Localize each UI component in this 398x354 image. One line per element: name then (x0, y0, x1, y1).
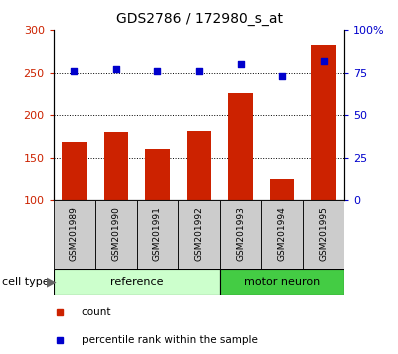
Text: GSM201990: GSM201990 (111, 206, 121, 261)
Bar (228, 93, 253, 200)
Bar (178, 200, 220, 269)
Text: GSM201995: GSM201995 (319, 206, 328, 261)
Text: ▶: ▶ (47, 275, 57, 289)
Text: percentile rank within the sample: percentile rank within the sample (82, 335, 258, 345)
Bar (103, 132, 129, 200)
Point (196, 68, 202, 74)
Bar (220, 269, 344, 295)
Text: GSM201991: GSM201991 (153, 206, 162, 261)
Bar (261, 200, 303, 269)
Point (71, 68, 78, 74)
Bar (95, 200, 137, 269)
Text: GSM201989: GSM201989 (70, 206, 79, 261)
Bar (187, 131, 211, 200)
Point (279, 73, 285, 79)
Text: GSM201993: GSM201993 (236, 206, 245, 261)
Bar (269, 179, 295, 200)
Title: GDS2786 / 172980_s_at: GDS2786 / 172980_s_at (115, 12, 283, 26)
Point (154, 68, 161, 74)
Bar (145, 149, 170, 200)
Bar (54, 200, 95, 269)
Text: count: count (82, 307, 111, 317)
Text: reference: reference (110, 277, 164, 287)
Text: cell type: cell type (2, 277, 50, 287)
Bar (303, 200, 344, 269)
Bar (137, 200, 178, 269)
Bar (54, 269, 220, 295)
Bar (220, 200, 261, 269)
Bar (311, 45, 336, 200)
Point (113, 66, 119, 72)
Text: motor neuron: motor neuron (244, 277, 320, 287)
Text: GSM201992: GSM201992 (195, 206, 203, 261)
Text: GSM201994: GSM201994 (277, 206, 287, 261)
Point (320, 58, 327, 63)
Point (237, 61, 244, 67)
Bar (62, 142, 87, 200)
